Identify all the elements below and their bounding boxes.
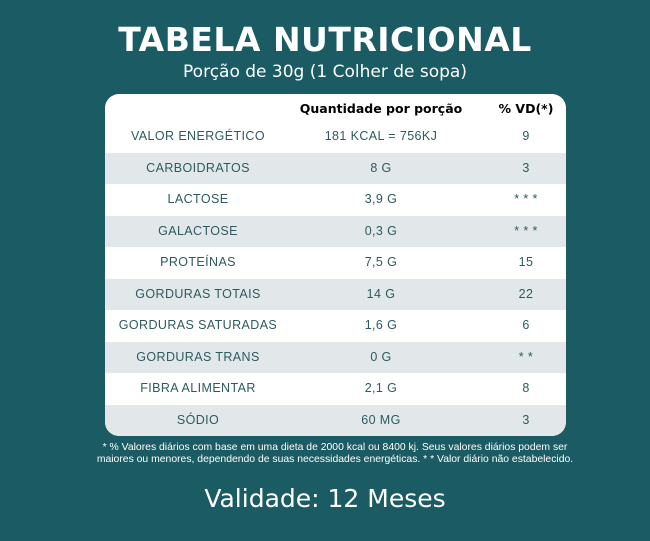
nutrient-name: GORDURAS TOTAIS <box>135 286 261 301</box>
nutrient-name: GORDURAS TRANS <box>136 349 260 364</box>
nutrient-quantity: 3,9 G <box>364 192 398 206</box>
column-header-vd: % VD(*) <box>498 101 554 116</box>
nutrient-vd: 3 <box>522 160 530 175</box>
nutrient-quantity: 1,6 G <box>364 318 398 332</box>
table-row: GORDURAS TRANS 0 G * * <box>105 341 566 373</box>
serving-size-subtitle: Porção de 30g (1 Colher de sopa) <box>183 62 467 82</box>
table-row: PROTEÍNAS 7,5 G 15 <box>105 247 566 279</box>
nutrient-quantity: 0,3 G <box>364 223 398 238</box>
nutrient-quantity: 2,1 G <box>364 381 398 395</box>
table-row: SÓDIO 60 MG 3 <box>105 404 566 436</box>
nutrient-vd: 22 <box>518 286 534 301</box>
column-header-quantity: Quantidade por porção <box>299 101 463 116</box>
nutrient-name: LACTOSE <box>167 192 229 206</box>
nutrient-vd: 9 <box>522 129 530 143</box>
nutrition-table: Quantidade por porção % VD(*) VALOR ENER… <box>105 94 566 436</box>
nutrient-vd: 15 <box>518 255 534 269</box>
nutrient-vd: 3 <box>522 412 530 427</box>
page-title: TABELA NUTRICIONAL <box>118 20 532 59</box>
nutrient-name: PROTEÍNAS <box>160 255 236 269</box>
table-header: Quantidade por porção % VD(*) <box>105 94 566 122</box>
table-row: GALACTOSE 0,3 G * * * <box>105 215 566 247</box>
table-row: VALOR ENERGÉTICO 181 KCAL = 756KJ 9 <box>105 121 566 153</box>
validity-label: Validade: 12 Meses <box>204 484 446 513</box>
nutrient-vd: * * <box>518 349 534 364</box>
table-row: GORDURAS TOTAIS 14 G 22 <box>105 278 566 310</box>
daily-values-footnote: * % Valores diários com base em uma diet… <box>96 442 574 465</box>
nutrient-vd: * * * <box>514 192 538 206</box>
nutrient-vd: 6 <box>522 318 530 332</box>
table-row: LACTOSE 3,9 G * * * <box>105 184 566 216</box>
nutrient-name: GALACTOSE <box>158 223 238 238</box>
table-row: CARBOIDRATOS 8 G 3 <box>105 152 566 184</box>
nutrient-name: SÓDIO <box>176 412 220 427</box>
nutrient-quantity: 14 G <box>366 286 396 301</box>
nutrient-quantity: 7,5 G <box>364 255 398 269</box>
table-body: VALOR ENERGÉTICO 181 KCAL = 756KJ 9 CARB… <box>105 121 566 436</box>
nutrient-quantity: 0 G <box>370 349 392 364</box>
nutrient-name: VALOR ENERGÉTICO <box>131 129 265 143</box>
table-row: GORDURAS SATURADAS 1,6 G 6 <box>105 310 566 342</box>
nutrient-vd: * * * <box>514 223 538 238</box>
nutrient-quantity: 181 KCAL = 756KJ <box>324 129 438 143</box>
nutrient-name: GORDURAS SATURADAS <box>118 318 278 332</box>
nutrient-quantity: 60 MG <box>361 412 401 427</box>
nutrient-name: FIBRA ALIMENTAR <box>140 381 256 395</box>
nutrient-name: CARBOIDRATOS <box>146 160 250 175</box>
nutrient-vd: 8 <box>522 381 530 395</box>
table-row: FIBRA ALIMENTAR 2,1 G 8 <box>105 373 566 405</box>
nutrient-quantity: 8 G <box>370 160 392 175</box>
